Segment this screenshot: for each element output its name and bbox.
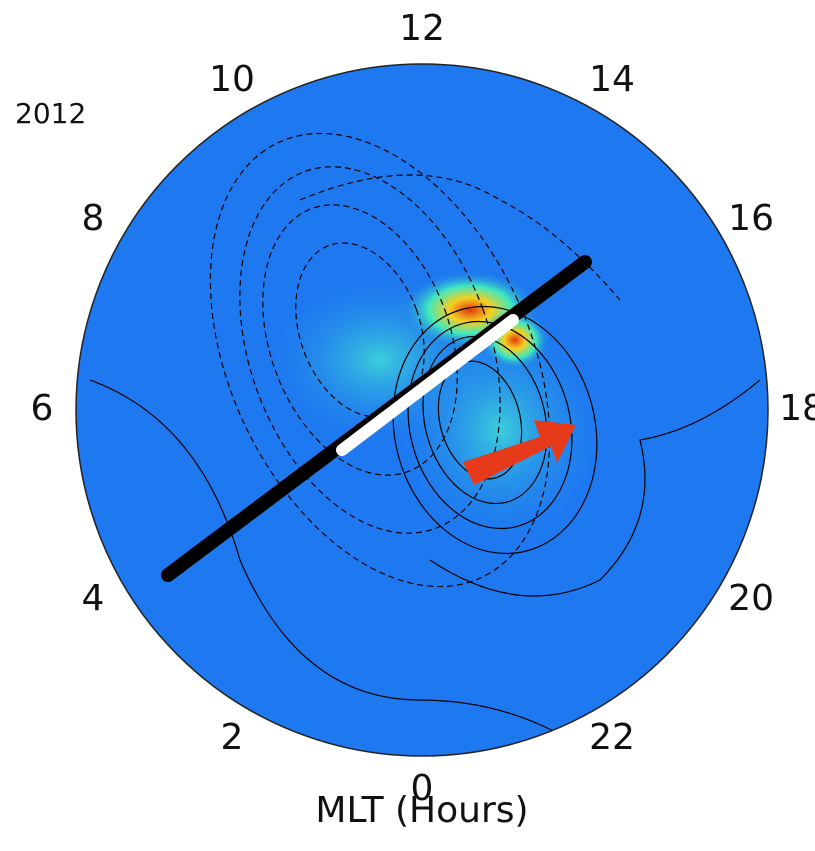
hour-tick-label: 12 bbox=[399, 8, 445, 49]
hour-tick-label: 4 bbox=[81, 578, 104, 619]
dashed-contours bbox=[209, 132, 621, 588]
map-layer bbox=[89, 132, 761, 756]
hour-tick-label: 8 bbox=[81, 198, 104, 239]
hour-tick-label: 18 bbox=[779, 388, 815, 429]
hour-tick-label: 16 bbox=[728, 198, 774, 239]
hour-tick-label: 10 bbox=[209, 59, 255, 100]
hour-tick-label: 6 bbox=[31, 388, 54, 429]
hour-tick-label: 22 bbox=[589, 717, 635, 758]
hour-tick-label: 0 bbox=[411, 768, 434, 809]
hour-tick-label: 2 bbox=[221, 717, 244, 758]
hour-tick-label: 14 bbox=[589, 59, 635, 100]
disk-border bbox=[75, 63, 769, 757]
hour-ticks: 0 2 4 6 8 10 12 14 16 18 20 22 bbox=[31, 8, 815, 809]
year-label: 2012 bbox=[15, 97, 86, 130]
red-arrow bbox=[463, 420, 576, 485]
hour-tick-label: 20 bbox=[728, 578, 774, 619]
track-segment bbox=[336, 314, 519, 456]
axis-label: MLT (Hours) bbox=[315, 790, 528, 831]
